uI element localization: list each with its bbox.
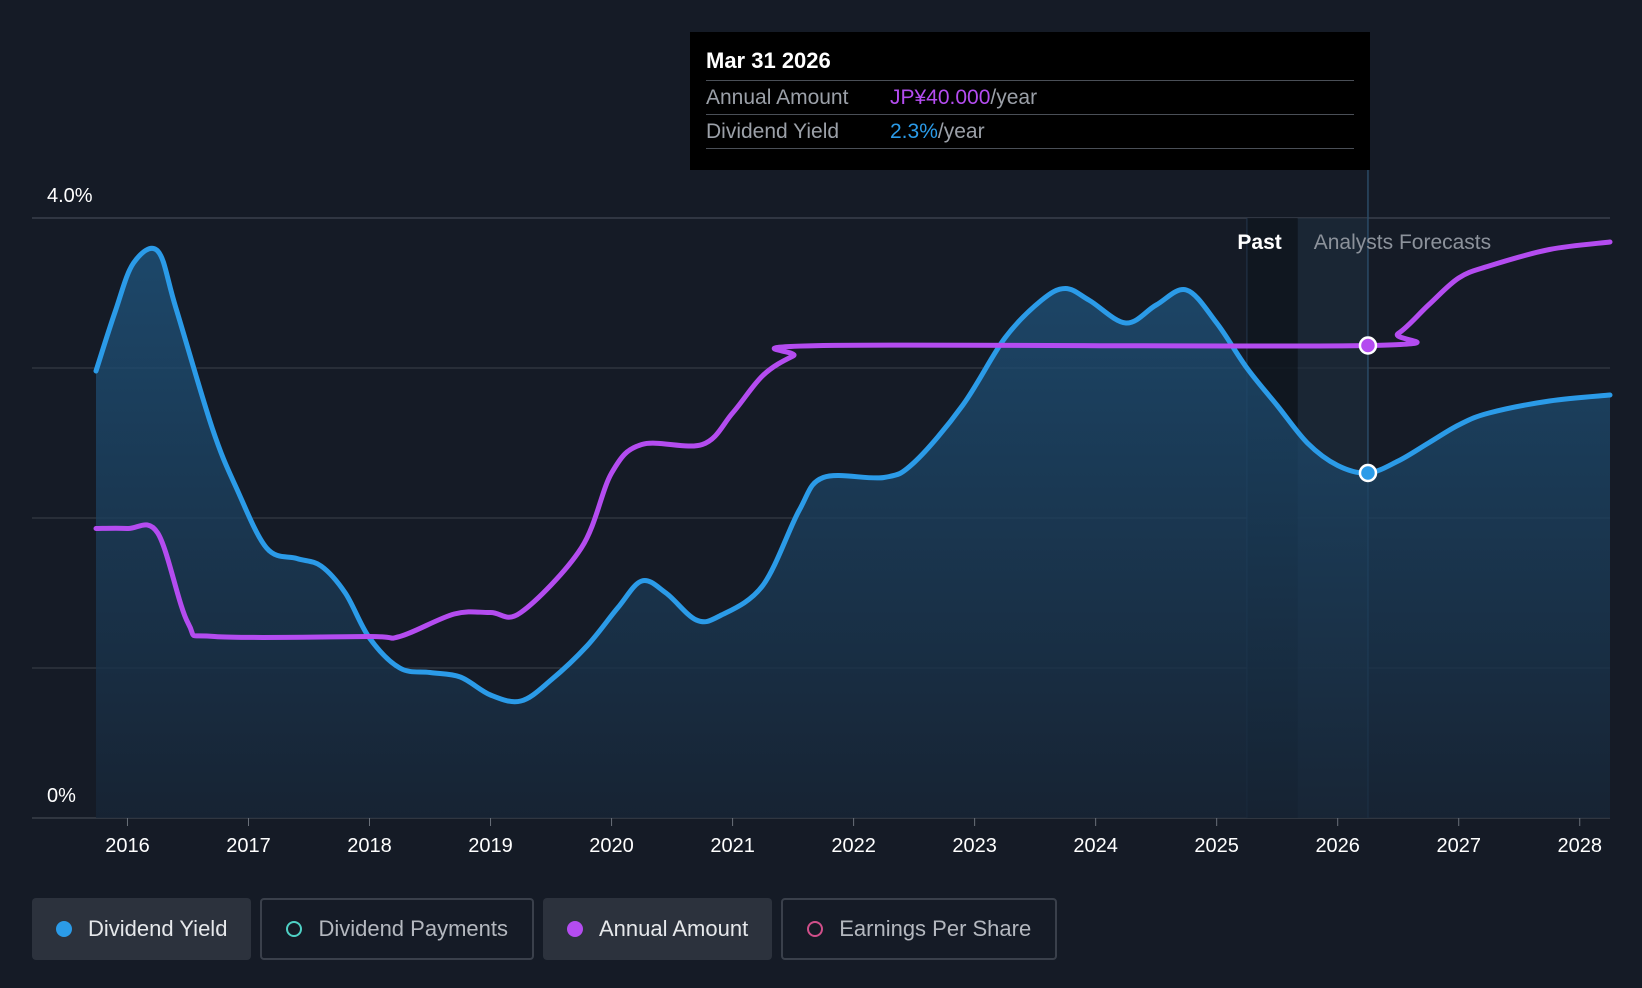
legend-item-earnings-per-share[interactable]: Earnings Per Share <box>781 898 1058 960</box>
legend: Dividend Yield Dividend Payments Annual … <box>32 898 1058 960</box>
tooltip-unit: /year <box>937 120 985 143</box>
x-tick-label: 2018 <box>347 835 392 857</box>
tooltip-unit: /year <box>990 86 1038 109</box>
x-tick-label: 2019 <box>468 835 513 857</box>
x-tick-label: 2024 <box>1073 835 1118 857</box>
x-tick-label: 2016 <box>105 835 150 857</box>
x-tick-label: 2026 <box>1315 835 1360 857</box>
legend-dot-icon <box>56 921 72 937</box>
x-tick-label: 2027 <box>1436 835 1481 857</box>
tooltip-value: JP¥40.000 <box>890 86 991 109</box>
legend-label: Dividend Yield <box>88 916 228 941</box>
series-lines <box>93 239 1613 705</box>
legend-item-annual-amount[interactable]: Annual Amount <box>542 898 773 960</box>
legend-label: Earnings Per Share <box>839 916 1032 941</box>
tooltip-value: 2.3% <box>890 120 938 143</box>
tooltip-row-dividend-yield: Dividend Yield 2.3% /year <box>706 115 1354 149</box>
legend-dot-icon <box>807 921 824 937</box>
region-labels: Past Analysts Forecasts <box>1237 231 1491 254</box>
annual-marker <box>1358 336 1378 355</box>
legend-dot-icon <box>286 921 303 937</box>
x-tick-label: 2025 <box>1194 835 1239 857</box>
legend-item-dividend-payments[interactable]: Dividend Payments <box>260 898 534 960</box>
x-tick-label: 2028 <box>1557 835 1602 857</box>
legend-dot-icon <box>566 921 583 937</box>
tooltip-row-annual-amount: Annual Amount JP¥40.000 /year <box>706 81 1354 115</box>
y-tick-label: 4.0% <box>47 185 93 207</box>
yield-area-fill <box>96 248 1610 818</box>
legend-label: Dividend Payments <box>318 916 508 941</box>
tooltip-label: Dividend Yield <box>706 120 840 143</box>
annual-line <box>93 239 1613 641</box>
axes: 4.0% 0% 2016 2017 2018 2019 2020 2021 2022 2023 20… <box>47 185 1602 857</box>
yield-marker <box>1358 463 1378 483</box>
x-tick-label: 2020 <box>589 835 634 857</box>
forecast-label: Analysts Forecasts <box>1314 231 1491 254</box>
x-tick-label: 2023 <box>952 835 997 857</box>
x-tick-label: 2022 <box>831 835 876 857</box>
x-tick-label: 2021 <box>710 835 755 857</box>
x-tick-label: 2017 <box>226 835 271 857</box>
yield-area <box>96 248 1610 818</box>
past-label: Past <box>1237 231 1281 254</box>
highlight-markers <box>1358 336 1378 483</box>
tooltip: Mar 31 2026 Annual Amount JP¥40.000 /yea… <box>690 32 1370 170</box>
legend-item-dividend-yield[interactable]: Dividend Yield <box>32 898 252 960</box>
tooltip-date: Mar 31 2026 <box>706 46 1354 81</box>
tooltip-label: Annual Amount <box>706 86 849 109</box>
y-tick-label: 0% <box>47 785 76 807</box>
legend-label: Annual Amount <box>598 916 749 941</box>
yield-line <box>93 245 1613 705</box>
